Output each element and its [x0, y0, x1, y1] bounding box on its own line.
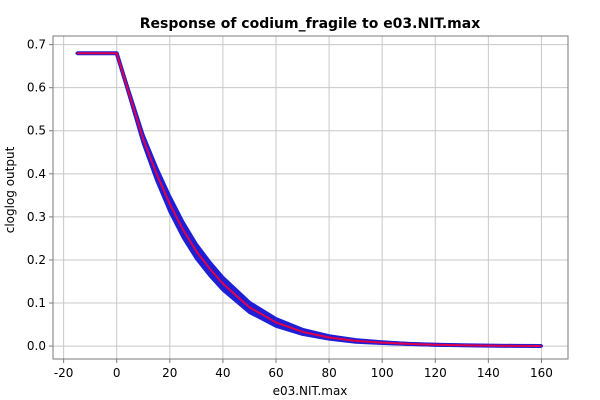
x-tick-label: 60 [268, 366, 283, 380]
series-line-red [76, 52, 542, 347]
x-tick-label: 100 [371, 366, 394, 380]
grid-layer [53, 36, 568, 359]
y-tick-label: 0.5 [27, 124, 46, 138]
x-tick-label: 120 [424, 366, 447, 380]
x-tick-label: 20 [162, 366, 177, 380]
y-tick-label: 0.7 [27, 38, 46, 52]
y-tick-label: 0.3 [27, 210, 46, 224]
plot-area-border [52, 35, 569, 360]
x-axis-label: e03.NIT.max [273, 384, 348, 398]
x-tick-label: 140 [477, 366, 500, 380]
y-tick-label: 0.1 [27, 296, 46, 310]
x-tick-label: 0 [113, 366, 121, 380]
y-tick-label: 0.6 [27, 81, 46, 95]
tick-layer: -20 0 20 40 60 80 100 120 140 160 0.0 0.1 0.2 0.3 0.4 0… [27, 38, 553, 380]
y-tick-label: 0.0 [27, 339, 46, 353]
y-axis-label: cloglog output [3, 146, 17, 233]
x-tick-label: 80 [321, 366, 336, 380]
x-tick-label: -20 [54, 366, 74, 380]
y-tick-label: 0.2 [27, 253, 46, 267]
x-tick-label: 160 [530, 366, 553, 380]
plot-area-background [53, 36, 568, 359]
y-tick-label: 0.4 [27, 167, 46, 181]
chart-title: Response of codium_fragile to e03.NIT.ma… [140, 16, 480, 32]
x-tick-label: 40 [215, 366, 230, 380]
line-layer [76, 51, 542, 348]
